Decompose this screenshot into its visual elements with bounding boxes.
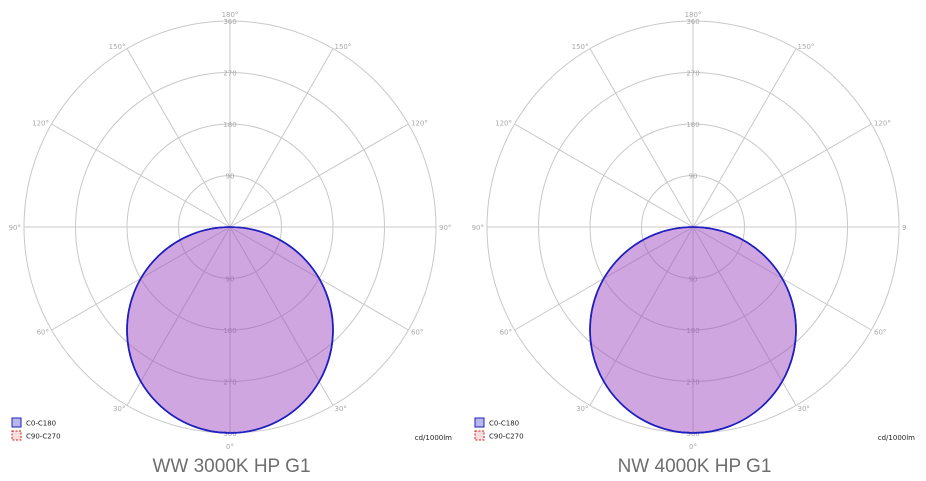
legend-swatch bbox=[474, 430, 485, 441]
chart-caption: NW 4000K HP G1 bbox=[617, 456, 772, 477]
angle-label: 60° bbox=[874, 329, 886, 337]
polar-chart-svg: 9090180180270270360360180°150°150°120°12… bbox=[9, 11, 453, 451]
polar-chart-svg: 9090180180270270360360180°150°150°120°12… bbox=[472, 11, 916, 451]
legend-label: C90-C270 bbox=[26, 433, 61, 441]
series-curve-c90-c270 bbox=[126, 226, 334, 434]
angle-label: 60° bbox=[37, 329, 49, 337]
unit-label: cd/1000lm bbox=[415, 434, 452, 442]
angle-label: 30° bbox=[798, 405, 810, 413]
angle-label: 180° bbox=[222, 11, 239, 19]
angle-label: 60° bbox=[411, 329, 423, 337]
angle-label: 60° bbox=[500, 329, 512, 337]
grid-spoke bbox=[692, 48, 797, 228]
legend-swatch bbox=[474, 417, 485, 428]
angle-label: 120° bbox=[495, 120, 512, 128]
angle-label: 150° bbox=[109, 43, 126, 51]
grid-spoke bbox=[51, 123, 231, 228]
angle-label: 180° bbox=[685, 11, 702, 19]
series-outline bbox=[589, 226, 797, 434]
grid-spoke bbox=[589, 48, 694, 228]
angle-label: 90° bbox=[9, 224, 21, 232]
radial-tick-label: 270 bbox=[686, 70, 699, 78]
grid-spoke bbox=[514, 123, 694, 228]
radial-tick-label: 360 bbox=[686, 18, 699, 26]
radial-tick-label: 180 bbox=[223, 121, 236, 129]
radial-tick-label: 180 bbox=[686, 121, 699, 129]
angle-label: 30° bbox=[113, 405, 125, 413]
angle-label: 90° bbox=[439, 224, 451, 232]
angle-label: 9 bbox=[902, 224, 906, 232]
angle-label: 0° bbox=[226, 443, 234, 451]
legend-label: C0-C180 bbox=[489, 420, 519, 428]
unit-label: cd/1000lm bbox=[878, 434, 915, 442]
legend-label: C90-C270 bbox=[489, 433, 524, 441]
angle-label: 120° bbox=[411, 120, 428, 128]
radial-tick-label: 270 bbox=[223, 70, 236, 78]
radial-tick-label: 360 bbox=[223, 430, 236, 438]
radial-tick-label: 360 bbox=[223, 18, 236, 26]
angle-label: 120° bbox=[32, 120, 49, 128]
angle-label: 120° bbox=[874, 120, 891, 128]
legend-label: C0-C180 bbox=[26, 420, 56, 428]
angle-label: 150° bbox=[572, 43, 589, 51]
angle-label: 150° bbox=[335, 43, 352, 51]
angle-label: 150° bbox=[798, 43, 815, 51]
radial-tick-label: 90 bbox=[226, 173, 235, 181]
radial-tick-label: 90 bbox=[689, 173, 698, 181]
angle-label: 30° bbox=[335, 405, 347, 413]
series-outline bbox=[126, 226, 334, 434]
grid-spoke bbox=[692, 123, 872, 228]
angle-label: 90° bbox=[472, 224, 484, 232]
chart-caption: WW 3000K HP G1 bbox=[152, 456, 311, 477]
grid-spoke bbox=[229, 48, 334, 228]
series-curve-c90-c270 bbox=[589, 226, 797, 434]
grid-spoke bbox=[229, 123, 409, 228]
legend-swatch bbox=[11, 430, 22, 441]
radial-tick-label: 360 bbox=[686, 430, 699, 438]
polar-chart-ww-3000k: 9090180180270270360360180°150°150°120°12… bbox=[9, 11, 453, 477]
grid-spoke bbox=[126, 48, 231, 228]
legend-swatch bbox=[11, 417, 22, 428]
angle-label: 0° bbox=[689, 443, 697, 451]
angle-label: 30° bbox=[576, 405, 588, 413]
polar-chart-nw-4000k: 9090180180270270360360180°150°150°120°12… bbox=[463, 0, 926, 481]
